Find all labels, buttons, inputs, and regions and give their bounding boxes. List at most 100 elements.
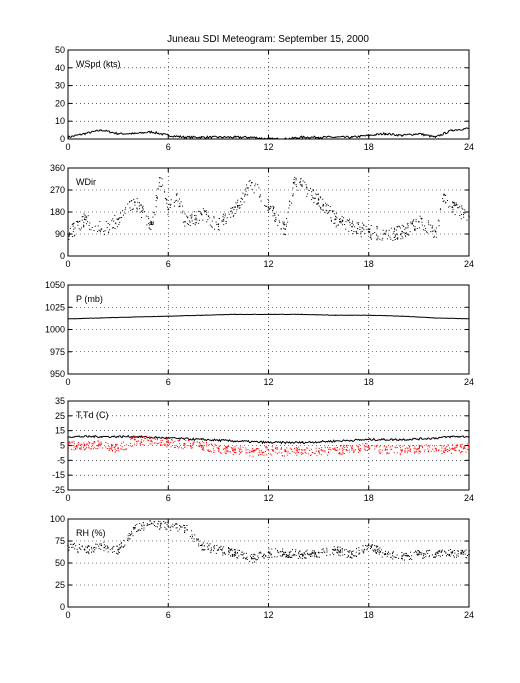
scatter-dot bbox=[421, 224, 423, 226]
scatter-dot bbox=[196, 441, 198, 443]
scatter-dot bbox=[114, 451, 116, 453]
scatter-dot bbox=[183, 524, 185, 526]
scatter-dot bbox=[439, 444, 441, 446]
data-point bbox=[217, 136, 219, 138]
scatter-dot bbox=[295, 452, 297, 454]
scatter-dot bbox=[88, 546, 90, 547]
scatter-dot bbox=[323, 550, 325, 552]
y-tick-label: 0 bbox=[60, 251, 65, 261]
scatter-dot bbox=[297, 189, 299, 191]
scatter-dot bbox=[222, 552, 224, 554]
scatter-dot bbox=[370, 237, 372, 239]
scatter-dot bbox=[245, 449, 247, 451]
scatter-dot bbox=[308, 190, 310, 191]
data-point bbox=[451, 129, 453, 131]
scatter-dot bbox=[404, 555, 406, 557]
scatter-dot bbox=[317, 556, 319, 558]
scatter-dot bbox=[97, 447, 99, 449]
scatter-dot bbox=[194, 219, 196, 221]
scatter-dot bbox=[270, 554, 272, 556]
scatter-dot bbox=[262, 452, 263, 454]
scatter-dot bbox=[423, 557, 425, 559]
scatter-dot bbox=[136, 531, 138, 532]
scatter-dot bbox=[231, 212, 233, 214]
scatter-dot bbox=[292, 187, 294, 189]
scatter-dot bbox=[275, 446, 277, 448]
scatter-dot bbox=[121, 448, 123, 450]
scatter-dot bbox=[172, 523, 174, 525]
scatter-dot bbox=[258, 452, 260, 454]
scatter-dot bbox=[463, 216, 465, 218]
scatter-dot bbox=[243, 552, 245, 554]
scatter-dot bbox=[363, 551, 365, 553]
data-point bbox=[301, 553, 303, 555]
scatter-dot bbox=[389, 553, 391, 555]
scatter-dot bbox=[156, 526, 158, 528]
scatter-dot bbox=[406, 223, 408, 225]
scatter-dot bbox=[282, 551, 284, 552]
scatter-dot bbox=[76, 445, 78, 447]
scatter-dot bbox=[167, 445, 169, 447]
scatter-dot bbox=[449, 555, 451, 557]
y-tick-label: 15 bbox=[55, 426, 65, 436]
data-point bbox=[267, 551, 270, 554]
scatter-dot bbox=[462, 552, 464, 554]
scatter-dot bbox=[247, 194, 249, 196]
scatter-dot bbox=[283, 233, 285, 235]
scatter-dot bbox=[287, 556, 289, 558]
scatter-dot bbox=[98, 547, 100, 549]
scatter-dot bbox=[445, 201, 447, 203]
scatter-dot bbox=[258, 187, 260, 189]
scatter-dot bbox=[237, 199, 239, 201]
scatter-dot bbox=[451, 211, 453, 213]
scatter-dot bbox=[380, 451, 382, 453]
scatter-dot bbox=[124, 209, 126, 211]
scatter-dot bbox=[423, 451, 425, 453]
scatter-dot bbox=[435, 227, 437, 229]
scatter-dot bbox=[402, 445, 404, 447]
scatter-dot bbox=[454, 202, 455, 204]
scatter-dot bbox=[266, 454, 268, 456]
scatter-dot bbox=[464, 212, 466, 214]
x-tick-label: 6 bbox=[166, 259, 171, 269]
scatter-dot bbox=[213, 550, 214, 552]
scatter-dot bbox=[242, 557, 244, 559]
scatter-dot bbox=[438, 220, 440, 222]
scatter-dot bbox=[68, 234, 70, 236]
scatter-dot bbox=[83, 224, 84, 226]
scatter-dot bbox=[160, 444, 162, 445]
scatter-dot bbox=[460, 213, 462, 215]
scatter-dot bbox=[223, 448, 225, 449]
scatter-dot bbox=[359, 450, 361, 452]
scatter-dot bbox=[170, 446, 172, 448]
scatter-dot bbox=[273, 207, 274, 209]
scatter-dot bbox=[232, 450, 234, 452]
scatter-dot bbox=[356, 222, 358, 224]
scatter-dot bbox=[351, 445, 353, 447]
scatter-dot bbox=[312, 552, 314, 554]
scatter-dot bbox=[133, 198, 135, 200]
scatter-dot bbox=[431, 554, 433, 556]
x-tick-label: 24 bbox=[464, 142, 474, 152]
scatter-dot bbox=[284, 455, 285, 457]
scatter-dot bbox=[246, 452, 248, 454]
scatter-dot bbox=[403, 232, 405, 234]
x-tick-label: 0 bbox=[65, 377, 70, 387]
scatter-dot bbox=[232, 206, 234, 208]
scatter-dot bbox=[399, 454, 401, 456]
scatter-dot bbox=[98, 443, 100, 445]
data-point bbox=[167, 208, 170, 211]
scatter-dot bbox=[106, 545, 108, 547]
scatter-dot bbox=[336, 217, 338, 219]
scatter-dot bbox=[152, 224, 154, 226]
y-tick-label: 360 bbox=[50, 163, 65, 173]
scatter-dot bbox=[330, 219, 332, 221]
scatter-dot bbox=[306, 188, 308, 190]
scatter-dot bbox=[440, 551, 442, 553]
scatter-dot bbox=[81, 227, 82, 229]
scatter-dot bbox=[163, 191, 165, 193]
scatter-dot bbox=[396, 226, 398, 228]
scatter-dot bbox=[106, 448, 108, 449]
scatter-dot bbox=[454, 552, 456, 554]
scatter-dot bbox=[149, 438, 151, 440]
